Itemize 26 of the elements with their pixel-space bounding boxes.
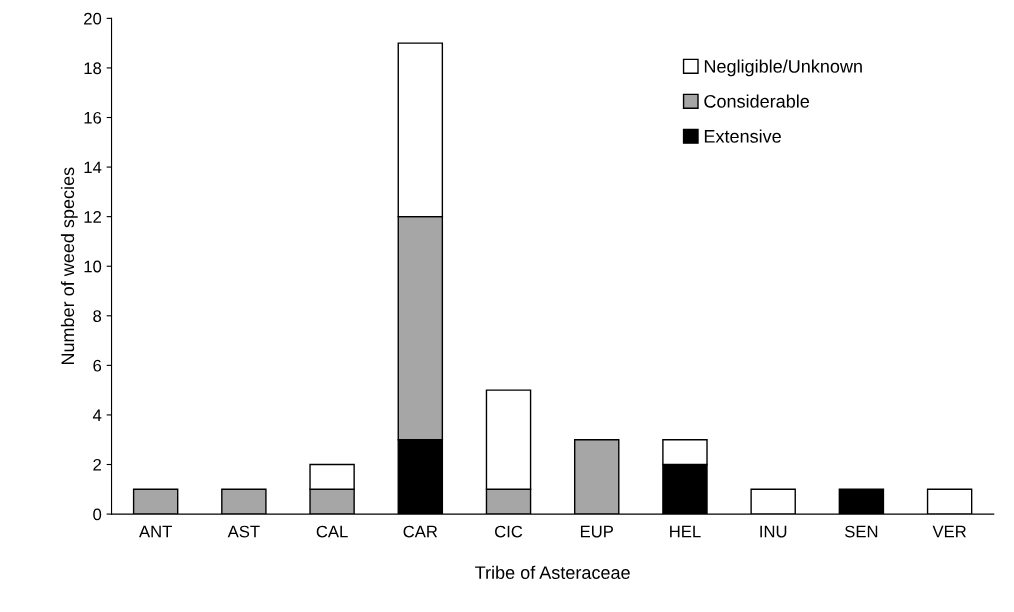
y-tick-label: 18 <box>84 62 102 75</box>
y-tick-label: 8 <box>93 310 102 322</box>
x-tick-label: AST <box>227 525 260 538</box>
x-tick-label: INU <box>760 525 787 538</box>
y-tick-label: 2 <box>93 458 101 471</box>
legend-label: Negligible/Unknown <box>704 59 862 77</box>
y-tick-label: 4 <box>92 409 102 421</box>
y-tick-label: 0 <box>93 508 102 521</box>
x-tick-label: HEL <box>670 525 701 538</box>
x-tick-label: CAL <box>316 525 348 538</box>
y-axis-title: Number of weed species <box>60 167 78 365</box>
x-axis-title: Tribe of Asteraceae <box>475 565 630 579</box>
x-tick-label: SEN <box>845 525 878 538</box>
x-tick-label: ANT <box>139 525 172 538</box>
y-tick-label: 16 <box>84 111 102 124</box>
legend-label: Considerable <box>704 94 810 108</box>
y-tick-label: 12 <box>84 211 101 223</box>
y-tick-label: 20 <box>84 12 102 25</box>
y-tick-label: 14 <box>84 161 102 174</box>
x-tick-label: CAR <box>403 525 438 538</box>
legend-label: Extensive <box>704 129 781 143</box>
x-tick-label: VER <box>932 525 966 538</box>
y-tick-label: 6 <box>93 359 102 372</box>
y-tick-label: 10 <box>84 260 102 273</box>
x-tick-label: CIC <box>495 525 523 538</box>
x-tick-label: EUP <box>580 525 613 538</box>
